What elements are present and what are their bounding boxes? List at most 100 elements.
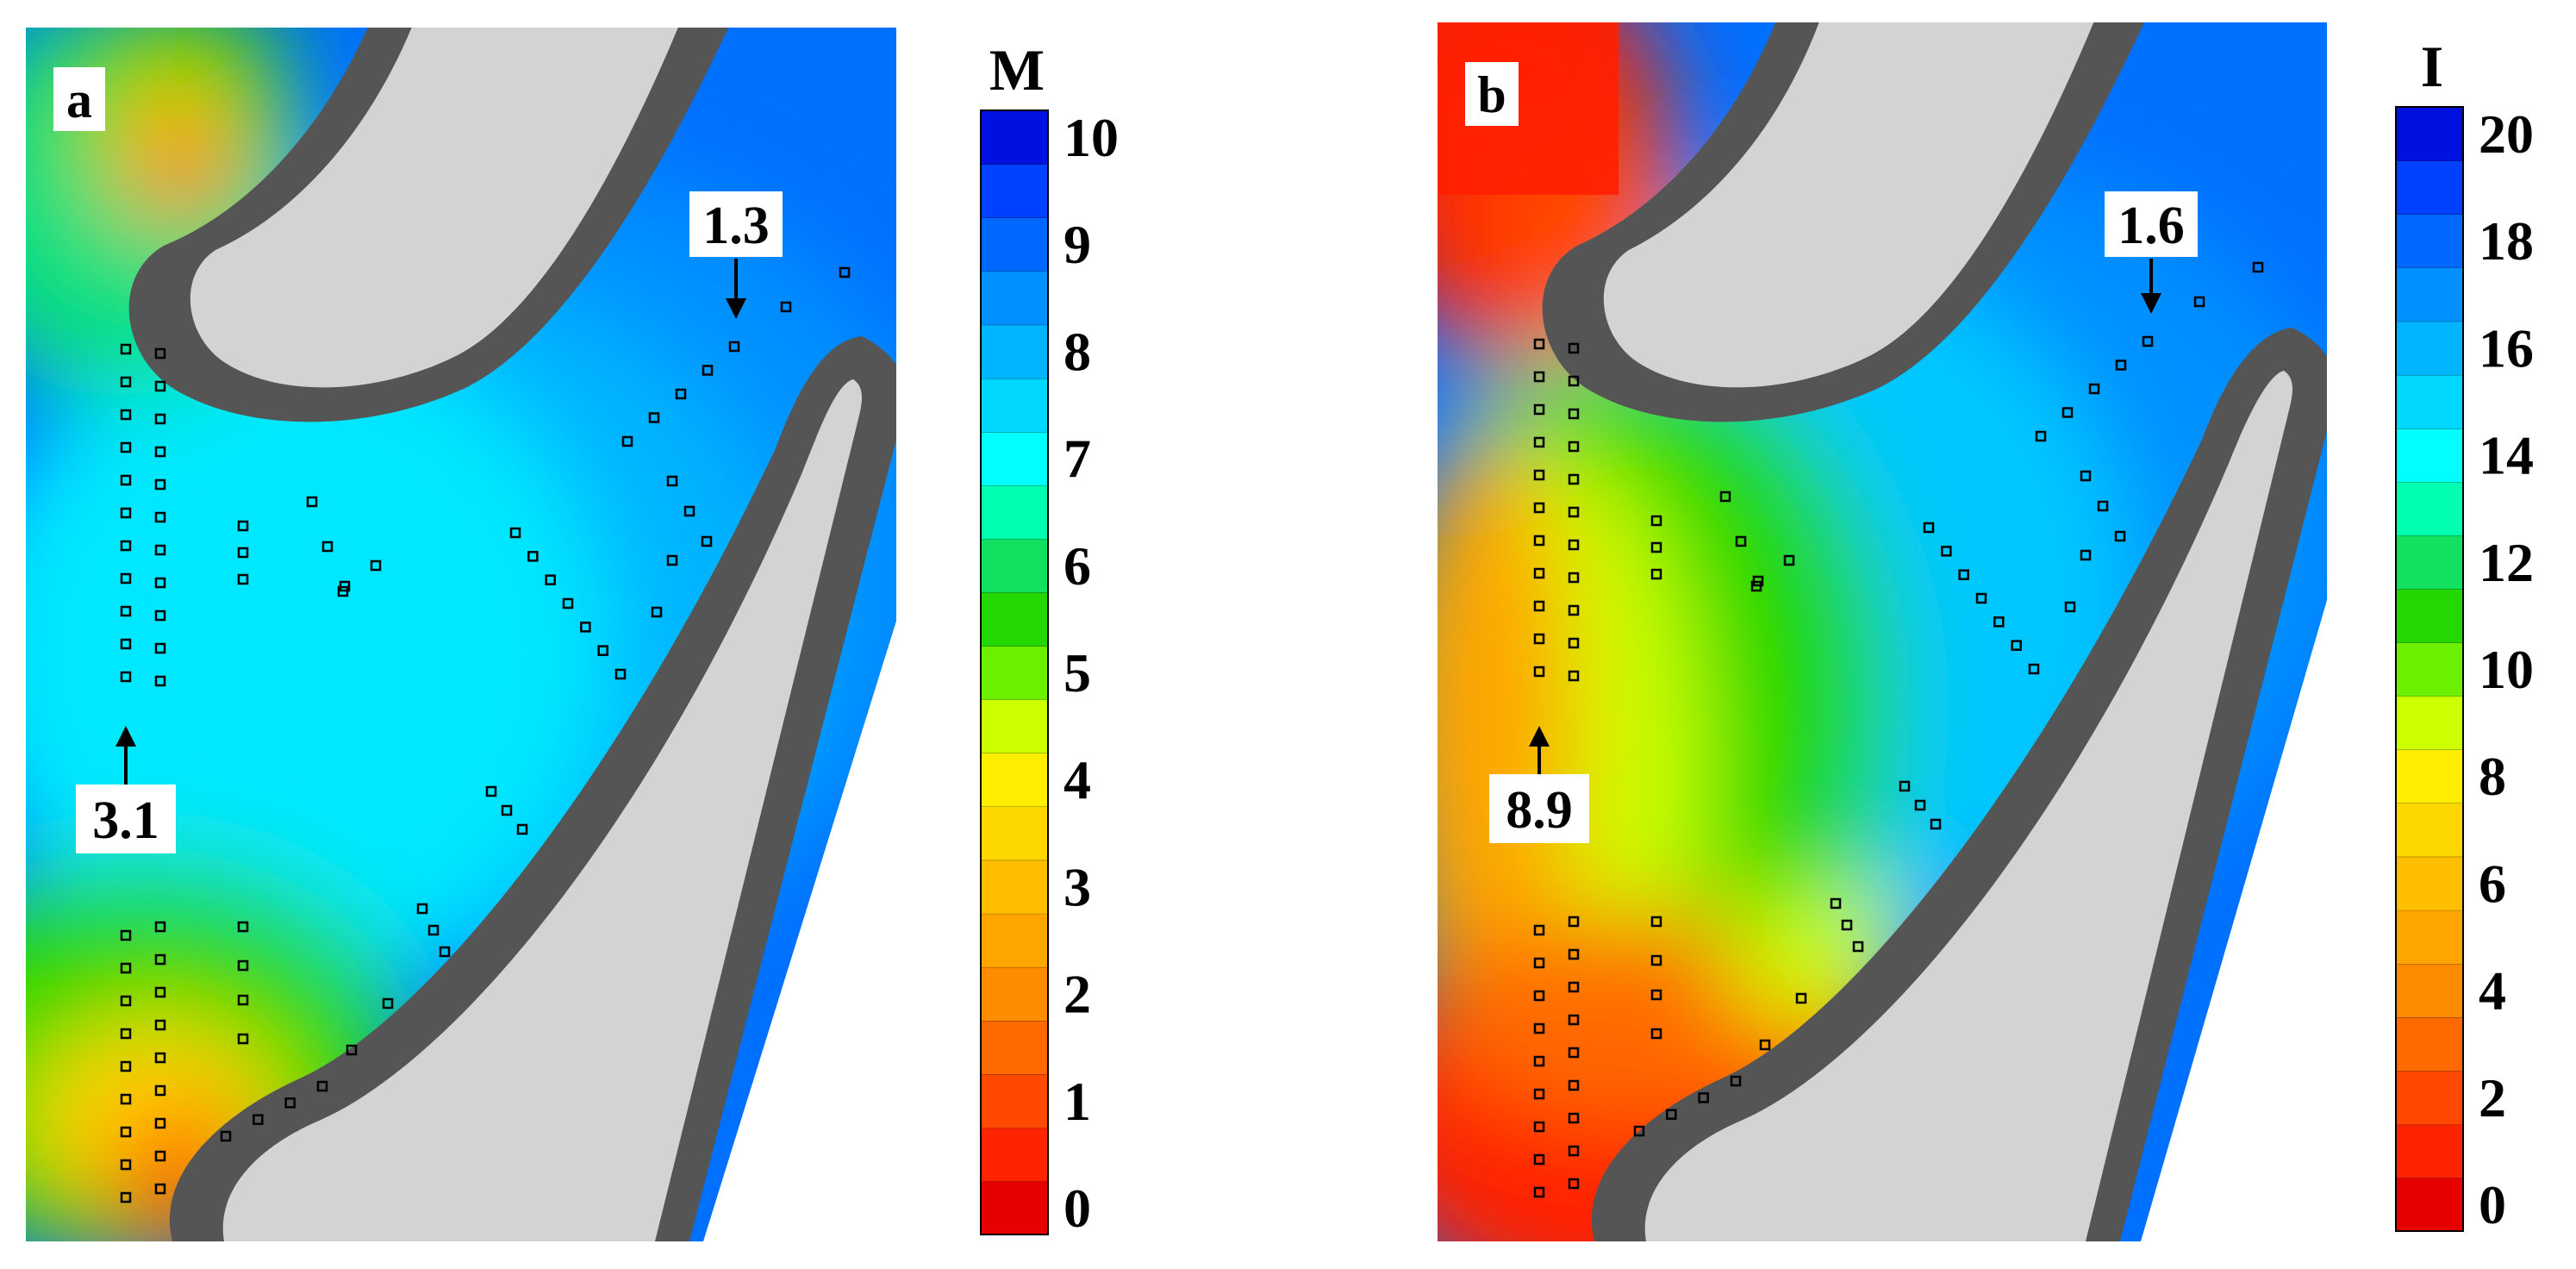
colorbar-tick-label: 6 (2479, 853, 2506, 914)
probe-point (1533, 990, 1545, 1002)
probe-point (2061, 407, 2074, 418)
lower-blade (222, 379, 862, 1241)
colorbar-swatch (981, 217, 1048, 272)
colorbar-swatch (981, 645, 1048, 700)
probe-point (237, 1033, 249, 1045)
probe-point (1568, 408, 1580, 420)
probe-point (154, 1052, 166, 1064)
probe-point (120, 474, 132, 486)
colorbar-tick-label: 2 (2479, 1067, 2506, 1128)
probe-point (2028, 663, 2040, 675)
probe-point (154, 953, 166, 966)
probe-point (2097, 500, 2109, 512)
probe-point (1533, 666, 1545, 678)
probe-point (120, 1191, 132, 1203)
colorbar-tick-label: 0 (1063, 1178, 1091, 1239)
probe-point (1650, 1028, 1662, 1040)
probe-point (1698, 1092, 1709, 1103)
probe-point (1735, 535, 1747, 547)
probe-point (2035, 430, 2047, 442)
arrowhead-b-left-icon (1529, 726, 1550, 747)
colorbar-border (980, 109, 1049, 1235)
probe-point (321, 541, 334, 553)
annotation-b-top: 1.6 (2118, 197, 2185, 255)
colorbar-swatch (2396, 214, 2463, 268)
colorbar-swatch (981, 699, 1048, 753)
probe-point (666, 475, 678, 487)
colorbar-swatch (981, 1180, 1048, 1235)
probe-point (1666, 1109, 1677, 1120)
colorbar-swatch (981, 591, 1048, 647)
panel-label-box-a (53, 67, 105, 131)
probe-point (1533, 1121, 1545, 1133)
probe-point (1568, 572, 1580, 584)
colorbar-border (2395, 106, 2464, 1232)
probe-point (1533, 338, 1545, 350)
probe-point (728, 341, 740, 353)
arrowhead-b-top-icon (2141, 293, 2161, 314)
probe-point (120, 1159, 132, 1171)
probe-point (701, 535, 713, 547)
probe-point (1568, 1145, 1580, 1157)
probe-point (1533, 1153, 1545, 1166)
colorbar-swatch (981, 538, 1048, 593)
colorbar-tick-label: 3 (1063, 856, 1091, 917)
colorbar-swatch (2396, 107, 2463, 161)
probe-point (1568, 948, 1580, 960)
colorbar-swatch (981, 806, 1048, 860)
probe-point (1533, 567, 1545, 579)
upper-blade (190, 28, 689, 388)
probe-point (562, 597, 574, 609)
probe-point (306, 496, 318, 508)
probe-point (154, 1150, 166, 1162)
colorbar-swatch (2396, 534, 2463, 590)
colorbar-swatch (981, 324, 1048, 378)
probe-point (1568, 1112, 1580, 1124)
probe-point (237, 994, 249, 1006)
probe-point (1533, 957, 1545, 969)
probe-point (1568, 342, 1580, 354)
probe-point (1533, 924, 1545, 936)
colorbar-title-a: M (989, 37, 1045, 103)
probe-point (1719, 491, 1731, 503)
probe-point (1568, 441, 1580, 453)
probe-point (1533, 403, 1545, 416)
colorbar-swatch (2396, 1177, 2463, 1232)
colorbar-swatch (981, 753, 1048, 807)
probe-point (120, 995, 132, 1007)
probe-point (120, 929, 132, 941)
colorbar-swatch (2396, 321, 2463, 375)
panel-label-a: a (66, 72, 92, 128)
annotation-box-b-left (1489, 774, 1589, 843)
probe-point (1958, 569, 1969, 580)
annotation-box-b-top (2105, 191, 2198, 257)
probe-point (1533, 436, 1545, 448)
colorbar-tick-label: 2 (1063, 964, 1091, 1025)
probe-point (154, 347, 166, 359)
probe-point (2080, 549, 2092, 561)
probe-point (120, 343, 132, 355)
probe-point (237, 960, 249, 972)
probe-point (120, 540, 132, 552)
probe-point (120, 1093, 132, 1105)
colorbar-swatch (2396, 481, 2463, 536)
probe-point (120, 376, 132, 388)
probe-point (1568, 539, 1580, 551)
arrowhead-a-top-icon (726, 298, 746, 319)
probe-point (316, 1080, 328, 1092)
probe-point (1730, 1075, 1742, 1087)
probe-points-a (120, 266, 851, 1203)
contour-field-b (1438, 22, 2327, 1241)
colorbar-swatch (981, 378, 1048, 433)
probe-point (1533, 633, 1545, 645)
colorbar-swatch (2396, 374, 2463, 429)
probe-point (370, 559, 382, 572)
probe-point (237, 547, 249, 559)
probe-point (1795, 992, 1807, 1004)
probe-point (1568, 506, 1580, 518)
probe-point (1650, 568, 1662, 580)
colorbar-swatch (2396, 910, 2463, 965)
colorbar-swatch (2396, 696, 2463, 750)
probe-point (1568, 473, 1580, 485)
